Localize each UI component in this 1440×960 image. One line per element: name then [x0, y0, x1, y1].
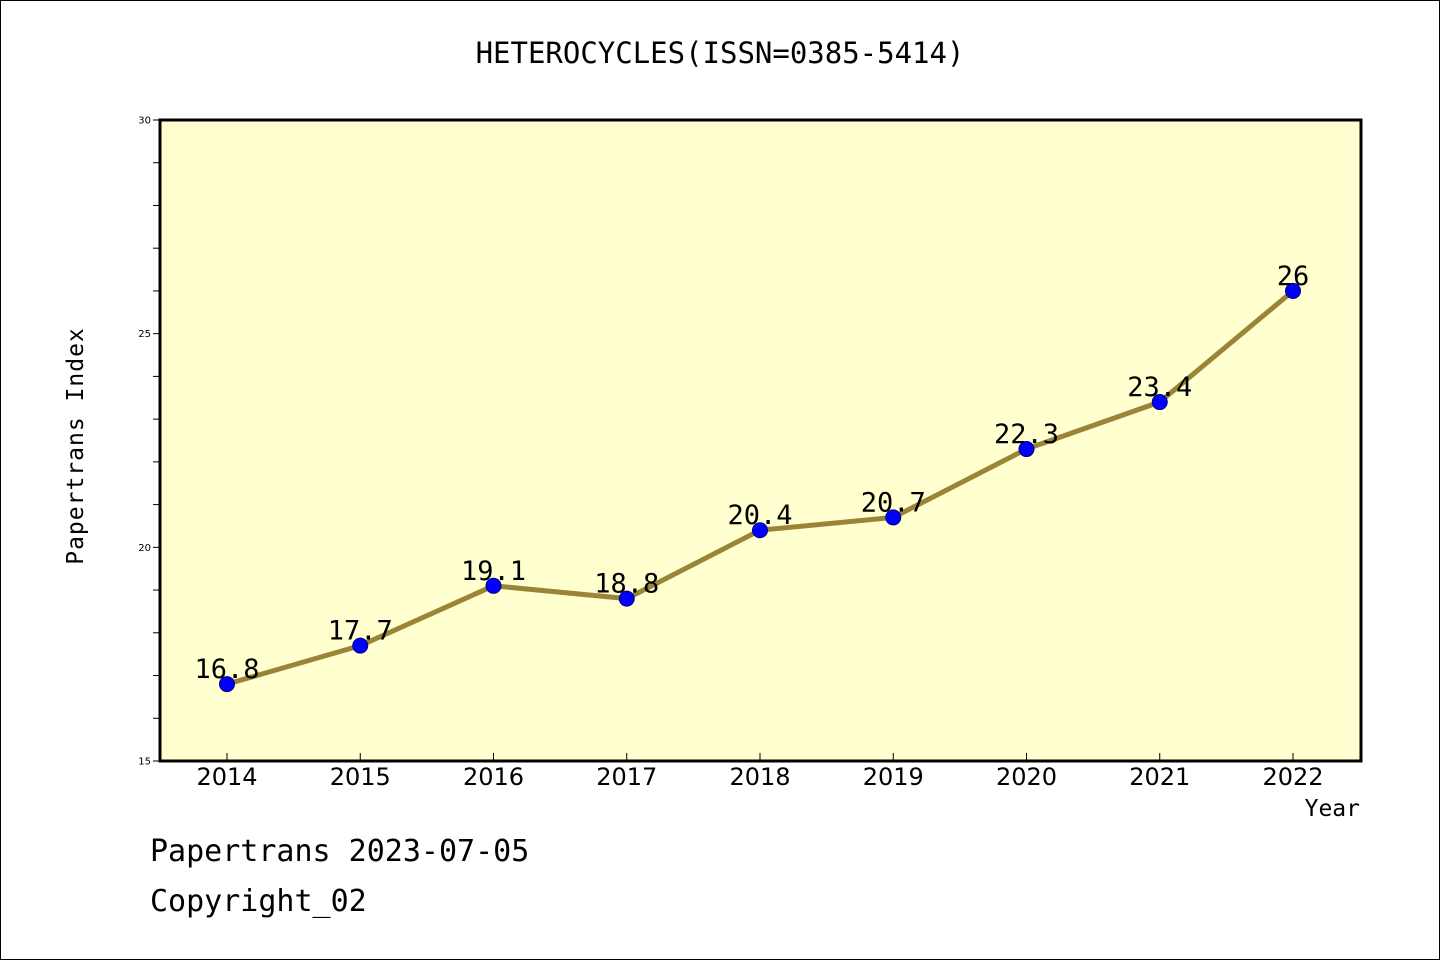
x-tick-label: 2018: [729, 763, 790, 791]
data-point: [485, 577, 502, 594]
x-axis-label: Year: [1304, 796, 1360, 822]
data-label: 22.3: [994, 419, 1059, 450]
data-point: [752, 522, 768, 539]
data-point: [219, 676, 235, 693]
y-tick-label: 15: [138, 757, 151, 768]
x-tick-label: 2019: [863, 763, 924, 791]
data-label: 19.1: [461, 556, 526, 587]
data-point: [1018, 441, 1035, 458]
data-point: [885, 509, 902, 526]
y-tick-label: 30: [138, 116, 151, 127]
x-tick-label: 2022: [1262, 763, 1323, 791]
data-point: [618, 590, 635, 607]
data-point: [352, 637, 369, 654]
data-label: 20.7: [861, 487, 926, 518]
data-point: [1151, 394, 1168, 411]
x-tick-label: 2021: [1129, 763, 1190, 791]
data-label: 17.7: [328, 616, 393, 647]
x-tick-label: 2014: [196, 763, 257, 791]
y-axis-label: Papertrans Index: [63, 327, 89, 565]
x-tick-label: 2017: [596, 763, 657, 791]
x-tick-label: 2015: [330, 763, 391, 791]
y-tick-label: 20: [138, 543, 151, 554]
y-axis: 15 20 25 30: [138, 116, 160, 768]
x-tick-label: 2016: [463, 763, 524, 791]
data-label: 23.4: [1127, 372, 1192, 403]
data-markers: [219, 282, 1301, 693]
data-label: 26: [1277, 261, 1310, 292]
plot-area: [158, 118, 1363, 763]
footer-copyright: Copyright_02: [150, 884, 367, 919]
data-point: [1285, 282, 1301, 299]
data-label: 16.8: [194, 654, 259, 685]
footer-date: Papertrans 2023-07-05: [150, 834, 530, 869]
x-axis: 2014 2015 2016 2017 2018 2019 2020 2021 2022: [196, 753, 1324, 791]
x-tick-label: 2020: [996, 763, 1057, 791]
data-label: 20.4: [727, 500, 792, 531]
chart-title: HETEROCYCLES(ISSN=0385-5414): [475, 36, 965, 70]
data-label: 18.8: [594, 569, 659, 600]
data-labels: 16.8 17.7 19.1 18.8 20.4 20.7 22.3 23.4 26: [194, 261, 1309, 685]
y-tick-label: 25: [138, 329, 151, 340]
